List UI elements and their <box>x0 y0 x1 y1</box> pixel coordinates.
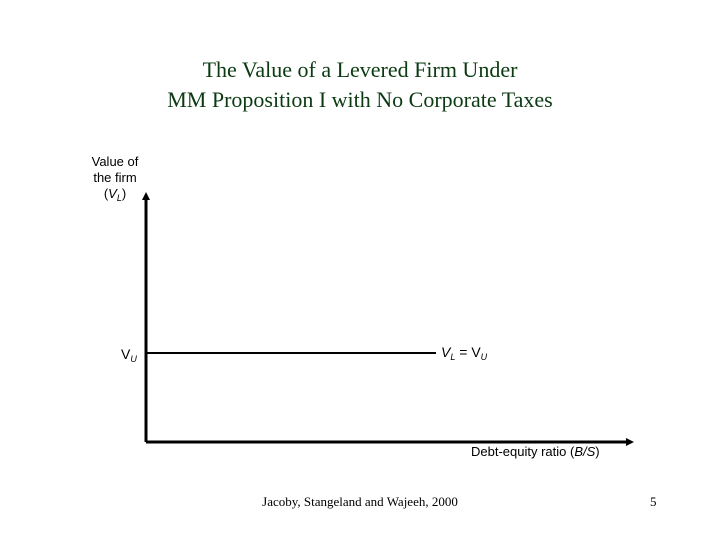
title-line-1: The Value of a Levered Firm Under <box>202 57 518 82</box>
x-axis-label: Debt-equity ratio (B/S) <box>471 444 600 459</box>
y-axis-label-line-1: Value of <box>91 154 139 169</box>
page-number: 5 <box>650 494 657 509</box>
footer-credit: Jacoby, Stangeland and Wajeeh, 2000 <box>262 494 458 509</box>
title-line-2: MM Proposition I with No Corporate Taxes <box>167 87 553 112</box>
vu-axis-marker: VU <box>121 346 137 364</box>
y-axis-label-line-2: the firm <box>93 170 137 185</box>
y-axis-label-line-3: (VL) <box>103 186 127 203</box>
line-label: VL = VU <box>441 344 488 362</box>
